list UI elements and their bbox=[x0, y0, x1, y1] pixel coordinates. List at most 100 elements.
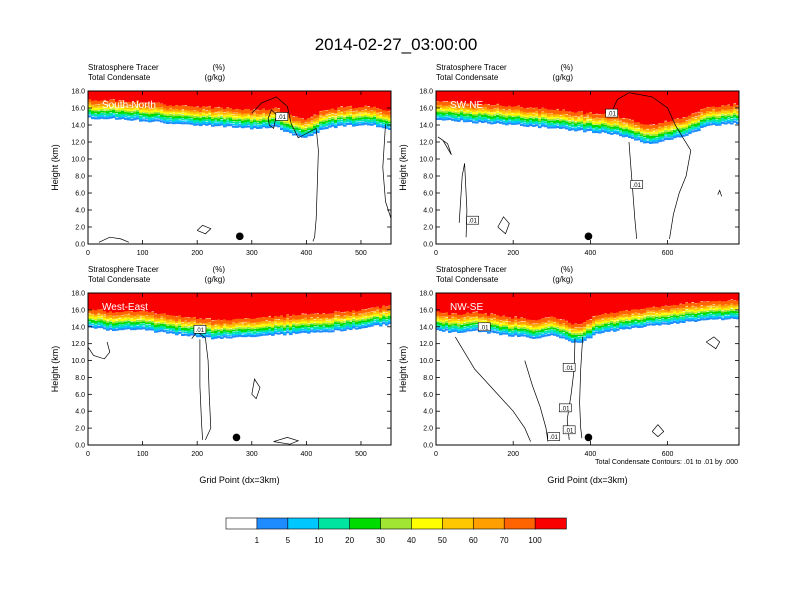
tracer-cell bbox=[682, 315, 686, 317]
tracer-cell bbox=[655, 311, 659, 314]
tracer-cell bbox=[655, 313, 659, 316]
tracer-cell bbox=[649, 313, 653, 316]
tracer-cell bbox=[628, 91, 632, 119]
tracer-cell bbox=[361, 322, 365, 324]
tracer-cell bbox=[139, 117, 143, 120]
tracer-cell bbox=[292, 320, 296, 322]
tracer-cell bbox=[295, 120, 299, 123]
tracer-cell bbox=[223, 91, 227, 109]
tracer-cell bbox=[88, 321, 92, 324]
tracer-cell bbox=[700, 301, 704, 306]
tracer-cell bbox=[643, 124, 647, 129]
tracer-cell bbox=[607, 329, 611, 332]
tracer-cell bbox=[109, 114, 113, 117]
tracer-cell bbox=[325, 319, 329, 321]
tracer-cell bbox=[244, 335, 248, 338]
tracer-cell bbox=[544, 293, 548, 318]
tracer-cell bbox=[358, 112, 362, 114]
tracer-cell bbox=[292, 329, 296, 332]
tracer-cell bbox=[544, 108, 548, 113]
tracer-cell bbox=[250, 91, 254, 111]
tracer-cell bbox=[640, 140, 644, 143]
tracer-cell bbox=[442, 112, 446, 116]
tracer-cell bbox=[520, 293, 524, 318]
tracer-cell bbox=[703, 310, 707, 313]
tracer-cell bbox=[226, 319, 230, 324]
tracer-cell bbox=[229, 330, 233, 333]
tracer-cell bbox=[559, 323, 563, 326]
tracer-cell bbox=[319, 111, 323, 115]
tracer-cell bbox=[196, 123, 200, 126]
tracer-cell bbox=[445, 110, 449, 113]
tracer-cell bbox=[142, 317, 146, 320]
tracer-cell bbox=[631, 91, 635, 120]
tracer-cell bbox=[460, 112, 464, 115]
tracer-cell bbox=[382, 314, 386, 317]
tracer-cell bbox=[214, 293, 218, 320]
tracer-cell bbox=[337, 293, 341, 312]
tracer-cell bbox=[523, 321, 527, 324]
tracer-cell bbox=[640, 318, 644, 321]
tracer-cell bbox=[709, 307, 713, 310]
tracer-cell bbox=[574, 336, 578, 340]
tracer-cell bbox=[673, 309, 677, 312]
tracer-cell bbox=[316, 320, 320, 324]
tracer-cell bbox=[529, 107, 533, 112]
tracer-cell bbox=[139, 327, 143, 330]
tracer-cell bbox=[193, 115, 197, 118]
tracer-cell bbox=[160, 109, 164, 111]
tracer-cell bbox=[217, 330, 221, 332]
tracer-cell bbox=[571, 124, 575, 127]
tracer-cell bbox=[100, 316, 104, 318]
tracer-cell bbox=[250, 325, 254, 328]
tracer-cell bbox=[460, 108, 464, 111]
tracer-cell bbox=[547, 324, 551, 327]
tracer-cell bbox=[544, 121, 548, 124]
tracer-cell bbox=[517, 91, 521, 106]
tracer-cell bbox=[733, 304, 737, 307]
tracer-cell bbox=[112, 325, 116, 328]
tracer-cell bbox=[580, 122, 584, 124]
tracer-cell bbox=[475, 121, 479, 124]
tracer-cell bbox=[442, 105, 446, 108]
tracer-cell bbox=[733, 118, 737, 121]
tracer-cell bbox=[304, 319, 308, 322]
tracer-cell bbox=[121, 110, 125, 114]
x-tick-label: 300 bbox=[246, 250, 258, 257]
tracer-cell bbox=[214, 334, 218, 338]
tracer-cell bbox=[277, 330, 281, 332]
tracer-cell bbox=[367, 315, 371, 318]
tracer-cell bbox=[166, 293, 170, 315]
tracer-cell bbox=[139, 115, 143, 118]
tracer-cell bbox=[211, 320, 215, 325]
tracer-cell bbox=[619, 134, 623, 137]
tracer-cell bbox=[322, 330, 326, 333]
tracer-cell bbox=[517, 293, 521, 319]
tracer-cell bbox=[736, 91, 739, 106]
tracer-cell bbox=[124, 327, 128, 330]
tracer-cell bbox=[613, 119, 617, 121]
tracer-cell bbox=[670, 137, 674, 140]
tracer-cell bbox=[442, 313, 446, 317]
tracer-cell bbox=[733, 120, 737, 123]
tracer-cell bbox=[106, 117, 110, 120]
tracer-cell bbox=[244, 329, 248, 332]
tracer-cell bbox=[349, 327, 353, 331]
y-tick-label: 12.0 bbox=[71, 140, 85, 147]
tracer-cell bbox=[295, 125, 299, 127]
tracer-cell bbox=[166, 112, 170, 115]
x-axis-label: Grid Point (dx=3km) bbox=[199, 475, 279, 485]
tracer-cell bbox=[256, 328, 260, 331]
tracer-cell bbox=[151, 320, 155, 323]
tracer-cell bbox=[517, 122, 521, 125]
tracer-cell bbox=[568, 117, 572, 120]
tracer-cell bbox=[574, 331, 578, 334]
tracer-cell bbox=[595, 322, 599, 324]
tracer-cell bbox=[691, 91, 695, 114]
tracer-cell bbox=[136, 311, 140, 315]
tracer-cell bbox=[340, 106, 344, 112]
tracer-cell bbox=[100, 109, 104, 111]
tracer-cell bbox=[538, 332, 542, 335]
tracer-cell bbox=[136, 107, 140, 110]
tracer-cell bbox=[526, 322, 530, 325]
